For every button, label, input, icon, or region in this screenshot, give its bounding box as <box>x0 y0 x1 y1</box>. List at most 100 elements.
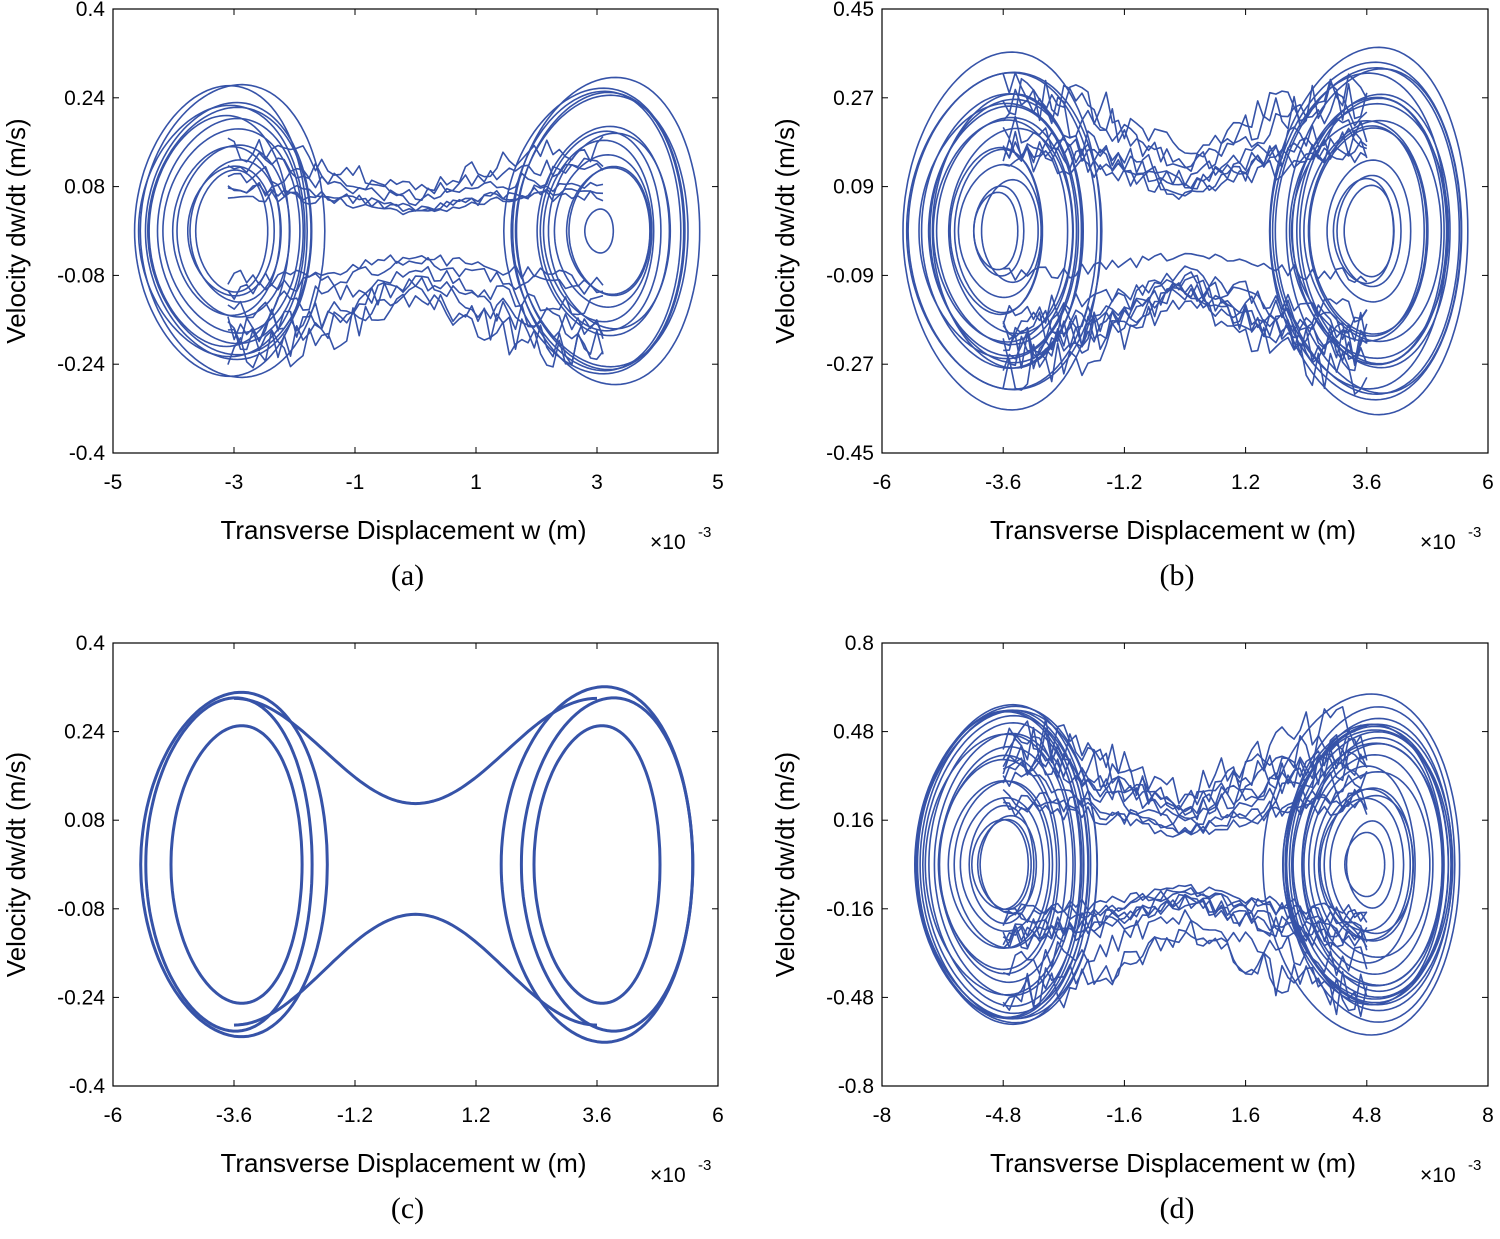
panel-a-transition-line <box>227 135 604 192</box>
panel-c-bridge-lower-line <box>233 912 598 1027</box>
panel-b-x-multiplier: ×10 <box>1420 531 1456 554</box>
panel-a-transition-line <box>227 256 604 300</box>
panel-a-xtick-3: 1 <box>470 471 482 494</box>
panel-a-attractor-line <box>147 106 312 356</box>
panel-d-attractor-line <box>976 818 1032 911</box>
panel-a-attractor-line <box>194 169 269 293</box>
panel-d-attractor-line <box>947 780 1051 949</box>
panel-d-xtick-1: -4.8 <box>985 1104 1021 1127</box>
panel-a-attractor-line <box>547 132 672 330</box>
panel-b-transition-line <box>1003 252 1368 284</box>
panel-c-axes-frame <box>112 642 719 1087</box>
panel-d-transition-line <box>1002 744 1368 817</box>
panel-b-ytick-2: -0.09 <box>826 264 874 287</box>
panel-a-attractor-line <box>139 83 326 379</box>
panel-d-attractor-line <box>1303 754 1434 975</box>
panel-d-attractor-line <box>1292 742 1445 987</box>
panel-d-xtick-3: 1.6 <box>1231 1104 1260 1127</box>
panel-c-xtick-5: 6 <box>712 1104 724 1127</box>
panel-b-transition-line <box>1002 130 1368 190</box>
panel-d-xtick-5: 8 <box>1482 1104 1494 1127</box>
panel-c-xtick-0: -6 <box>104 1104 123 1127</box>
panel-b-ytick-5: 0.45 <box>833 0 874 21</box>
panel-a-attractor-line <box>514 94 689 368</box>
panel-b-ytick-1: -0.27 <box>826 353 874 376</box>
panel-b-xtick-3: 1.2 <box>1231 471 1260 494</box>
panel-b-xtick-5: 6 <box>1482 471 1494 494</box>
panel-a-x-multiplier: ×10 <box>650 531 686 554</box>
panel-d-x-multiplier-power: -3 <box>1468 1157 1481 1174</box>
panel-b-attractor-line <box>980 178 1039 284</box>
panel-c-orbit-line <box>139 690 329 1039</box>
panel-d-attractor-line <box>1282 723 1445 1006</box>
panel-c-orbit-line <box>532 724 662 1005</box>
panel-d-ticks <box>881 642 1489 1087</box>
panel-b-transition-line <box>1002 274 1368 344</box>
panel-d-attractor-line <box>1262 693 1461 1036</box>
panel-a-attractor-line <box>503 87 686 375</box>
panel-b-attractor-line <box>902 51 1102 411</box>
panel-b-attractor-line <box>957 163 1042 299</box>
panel-b-transition-line <box>1002 271 1368 341</box>
panel-d-attractor-line <box>1284 706 1456 1023</box>
panel-d-attractor-line <box>959 797 1045 932</box>
panel-d-attractor-line <box>1345 820 1395 909</box>
panel-d-attractor-line <box>916 703 1092 1026</box>
panel-b-ytick-4: 0.27 <box>833 87 874 110</box>
panel-a-xtick-0: -5 <box>104 471 123 494</box>
panel-a-attractor-line <box>144 101 313 361</box>
panel-c-x-multiplier-power: -3 <box>698 1157 711 1174</box>
panel-d-attractor-line <box>971 818 1030 911</box>
panel-c-bridge-upper-line <box>233 696 598 806</box>
panel-c-ytick-5: 0.4 <box>76 632 106 655</box>
panel-c-ticks <box>112 642 719 1087</box>
panel-d-transition-line <box>1002 753 1368 821</box>
panel-b-attractor-line <box>932 119 1069 343</box>
panel-a-attractor-line <box>542 139 655 323</box>
panel-d-attractor-line <box>1301 736 1444 993</box>
panel-a-attractor-line <box>133 84 308 378</box>
panel-b-x-multiplier-power: -3 <box>1468 524 1481 541</box>
panel-a-transition-line <box>227 285 604 366</box>
panel-d-caption: (d) <box>1160 1192 1195 1225</box>
panel-d-xtick-2: -1.6 <box>1106 1104 1142 1127</box>
panel-a-transition-line <box>227 275 604 343</box>
panel-a-ytick-4: 0.24 <box>64 87 105 110</box>
panel-d-transition-line <box>1003 797 1368 838</box>
panel-d-attractor-line <box>1301 742 1443 987</box>
panel-a-ytick-5: 0.4 <box>76 0 106 21</box>
panel-a: -5 -3 -1 1 3 5 -0.4 -0.24 -0.08 0.08 0.2… <box>1 0 724 592</box>
panel-b-ytick-0: -0.45 <box>826 442 874 465</box>
panel-d-ytick-0: -0.8 <box>838 1075 874 1098</box>
panel-a-ticks <box>112 8 719 454</box>
panel-b-transition-line <box>1002 115 1368 187</box>
panel-a-ylabel: Velocity dw/dt (m/s) <box>1 118 31 343</box>
panel-a-attractor-line <box>187 165 275 297</box>
panel-d-transition-line <box>1002 733 1368 816</box>
panel-b-attractor-line <box>1332 177 1395 285</box>
panel-d-axes-frame <box>881 642 1489 1087</box>
panel-d-attractor-line <box>924 733 1074 996</box>
panel-d-attractor-line <box>979 814 1038 915</box>
panel-b-xtick-0: -6 <box>873 471 892 494</box>
panel-b-attractor-line <box>1326 159 1412 303</box>
panel-b-xtick-2: -1.2 <box>1106 471 1142 494</box>
panel-d-ylabel: Velocity dw/dt (m/s) <box>770 752 800 977</box>
panel-d-attractor-line <box>1323 787 1414 942</box>
panel-d-attractor-line <box>1317 788 1411 941</box>
panel-d-attractor-line <box>1313 771 1431 958</box>
panel-d-transition-line <box>1002 770 1368 826</box>
panel-a-attractor-line <box>171 145 281 317</box>
panel-b-transition-line <box>1002 299 1368 395</box>
panel-b-attractor-line <box>1307 125 1425 337</box>
panel-a-attractor-line <box>553 154 653 308</box>
panel-b-xtick-4: 3.6 <box>1352 471 1381 494</box>
panel-b-caption: (b) <box>1160 559 1195 592</box>
panel-a-attractor-line <box>510 90 682 372</box>
panel-d-attractor-line <box>938 745 1068 984</box>
panel-a-attractor-line <box>565 166 651 296</box>
panel-d-ytick-4: 0.48 <box>833 721 874 744</box>
panel-d-ytick-5: 0.8 <box>845 632 874 655</box>
panel-b-transition-line <box>1002 127 1368 189</box>
